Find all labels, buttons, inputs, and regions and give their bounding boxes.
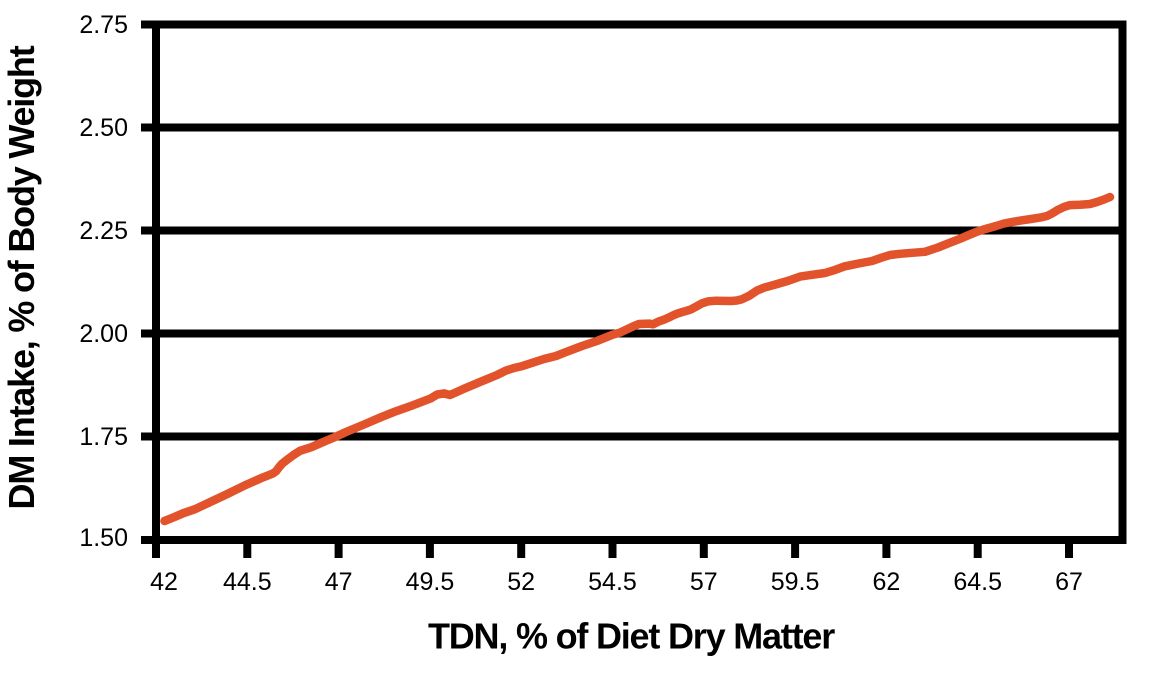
svg-text:2.25: 2.25 xyxy=(79,217,128,245)
svg-text:2.75: 2.75 xyxy=(79,11,128,39)
svg-text:59.5: 59.5 xyxy=(771,568,820,596)
svg-text:52: 52 xyxy=(507,568,535,596)
svg-text:62: 62 xyxy=(872,568,900,596)
svg-text:67: 67 xyxy=(1055,568,1083,596)
svg-text:2.00: 2.00 xyxy=(79,320,128,348)
svg-text:TDN, % of Diet Dry Matter: TDN, % of Diet Dry Matter xyxy=(428,616,835,657)
svg-text:64.5: 64.5 xyxy=(953,568,1002,596)
svg-text:2.50: 2.50 xyxy=(79,114,128,142)
svg-text:DM Intake, % of Body Weight: DM Intake, % of Body Weight xyxy=(1,45,42,509)
svg-text:49.5: 49.5 xyxy=(406,568,455,596)
svg-text:47: 47 xyxy=(325,568,353,596)
svg-text:42: 42 xyxy=(150,568,178,596)
svg-text:54.5: 54.5 xyxy=(588,568,637,596)
svg-text:1.75: 1.75 xyxy=(79,423,128,451)
svg-text:1.50: 1.50 xyxy=(79,524,128,552)
svg-text:44.5: 44.5 xyxy=(223,568,272,596)
svg-text:57: 57 xyxy=(690,568,718,596)
